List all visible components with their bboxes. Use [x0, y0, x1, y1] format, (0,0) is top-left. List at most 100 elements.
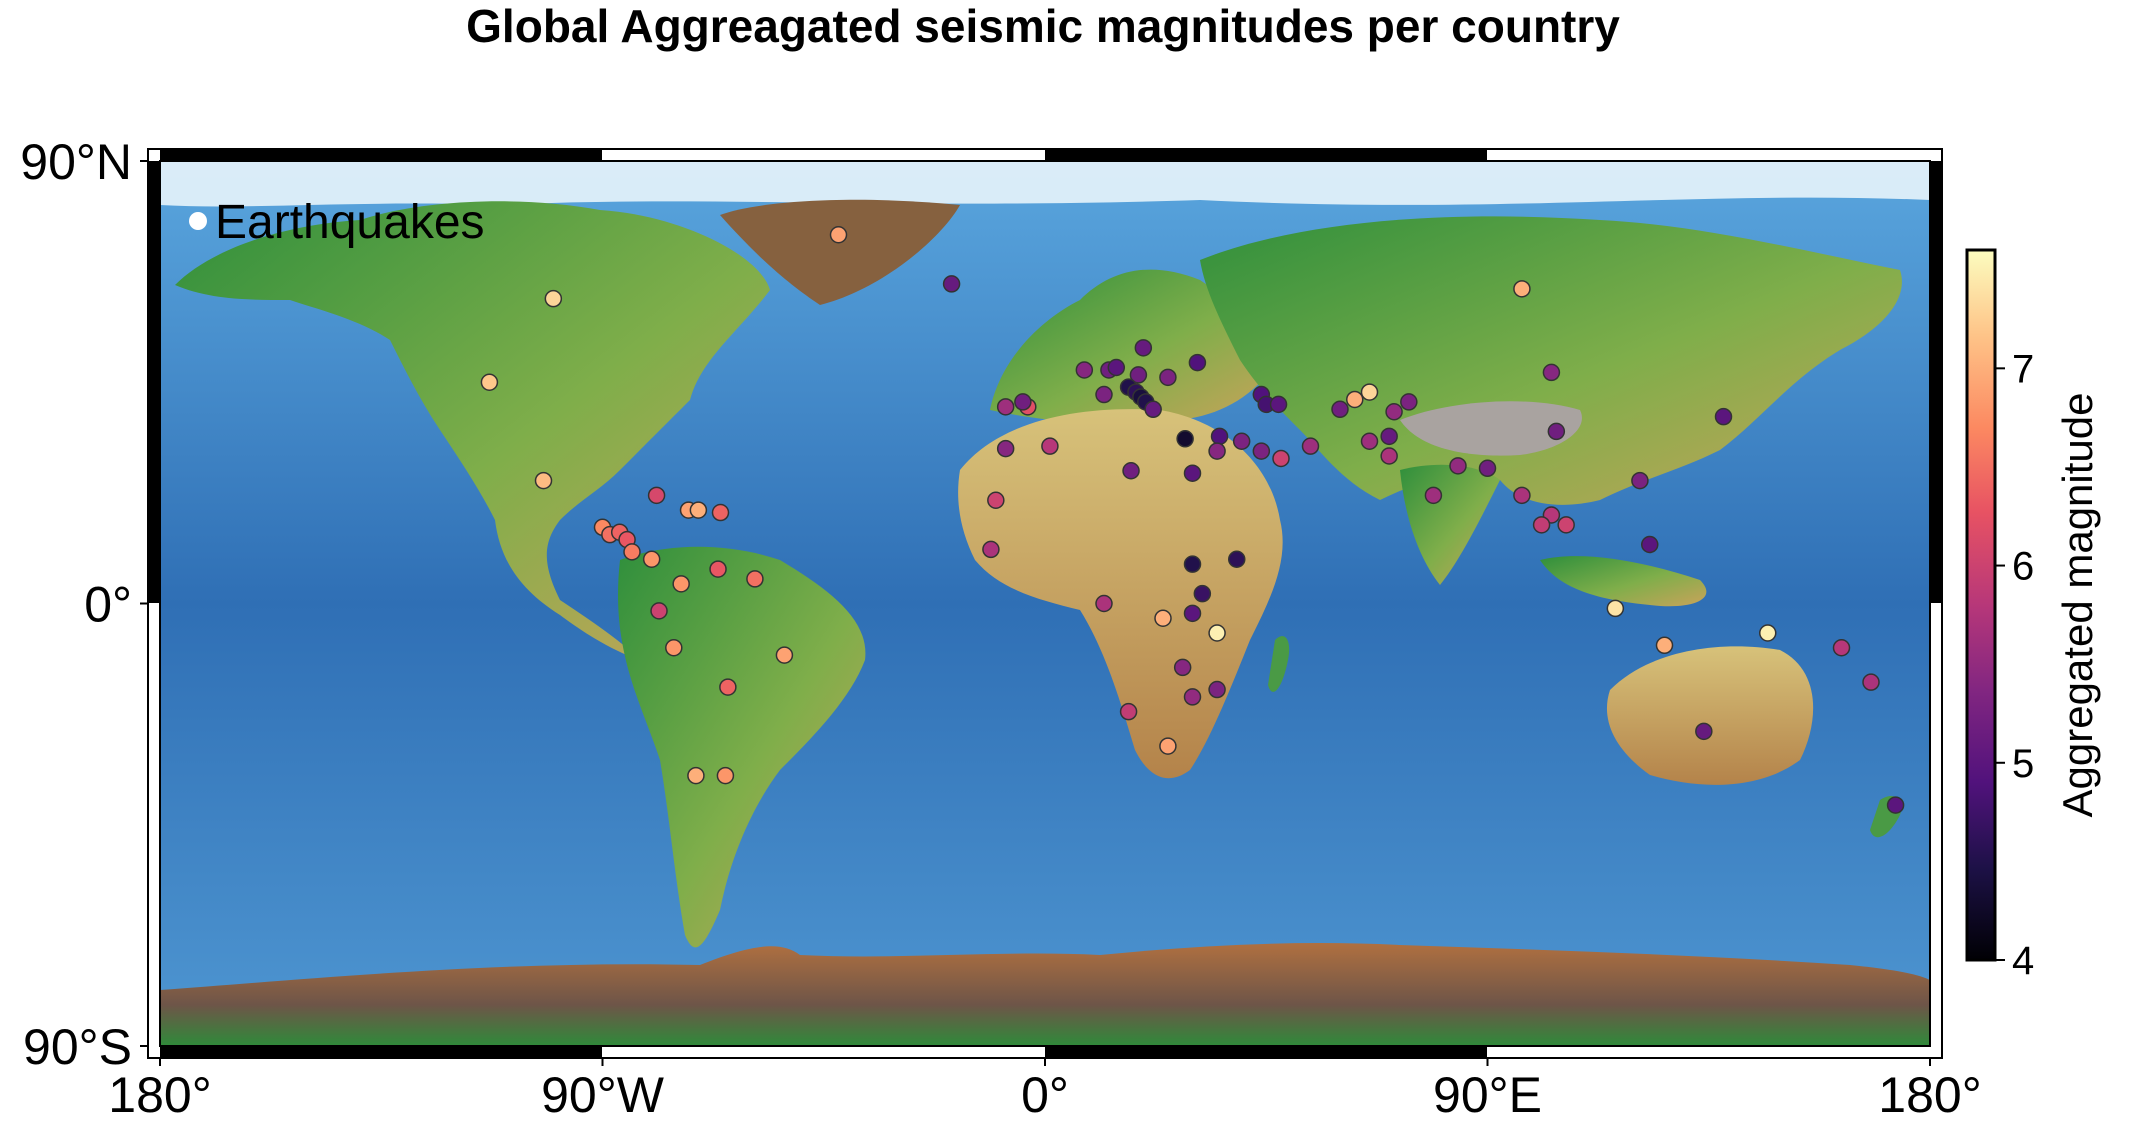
earthquake-point	[1183, 688, 1202, 706]
colorbar-ticks: 4 5 6 7	[1995, 347, 2034, 983]
earthquake-point	[1232, 432, 1251, 450]
earthquake-point	[1173, 658, 1192, 677]
x-tick-label: 0°	[1021, 1067, 1069, 1122]
map-title: Global Aggreagated seismic magnitudes pe…	[466, 0, 1620, 52]
earthquake-point	[534, 471, 553, 490]
earthquake-point	[1122, 462, 1140, 480]
earthquake-point	[1557, 516, 1575, 534]
earthquake-point	[1832, 639, 1851, 657]
earthquake-point	[1041, 437, 1059, 455]
earthquake-point	[1208, 442, 1226, 460]
earthquake-point	[1695, 722, 1713, 741]
earthquake-point	[1424, 486, 1443, 505]
earthquake-point	[1532, 516, 1551, 534]
earthquake-point	[672, 575, 690, 593]
earthquake-point	[982, 540, 1000, 559]
earthquake-point	[996, 439, 1015, 458]
earthquake-point	[1301, 437, 1320, 455]
earthquake-point	[1272, 449, 1290, 468]
north-america	[175, 201, 770, 661]
earthquake-point	[1346, 390, 1364, 409]
earthquake-point	[942, 275, 961, 293]
earthquake-point	[1513, 280, 1531, 298]
earthquake-point	[642, 550, 661, 568]
earthquake-point	[623, 543, 641, 561]
europe	[990, 269, 1270, 423]
colorbar-ramp	[1965, 248, 1997, 962]
earthquake-point	[1176, 430, 1194, 448]
earthquake-point	[1129, 366, 1148, 384]
earthquake-point	[1095, 385, 1113, 404]
map-background	[160, 161, 1930, 1046]
earthquake-points	[480, 226, 1905, 814]
earthquake-point	[1154, 609, 1172, 627]
x-tick-label: 90°W	[541, 1067, 665, 1122]
earthquake-point	[1119, 702, 1138, 721]
y-tick-label: 90°S	[23, 1019, 132, 1075]
earthquake-point	[1449, 457, 1467, 475]
earthquake-point	[1385, 403, 1403, 421]
earthquake-point	[687, 766, 705, 785]
earthquake-point	[1269, 395, 1288, 414]
earthquake-point	[1228, 550, 1246, 568]
earthquake-point	[1641, 535, 1659, 554]
earthquake-point	[1380, 447, 1398, 465]
earthquake-point	[1380, 427, 1398, 446]
australia	[1606, 646, 1814, 785]
earthquake-point	[711, 503, 730, 522]
colorbar-label: Aggregated magnitude	[2054, 393, 2101, 818]
legend: Earthquakes	[189, 196, 485, 249]
earthquake-point	[1134, 339, 1153, 357]
earthquake-point	[709, 560, 727, 578]
earthquake-point	[1360, 432, 1379, 450]
y-axis-ticks: 90°N 0° 90°S	[20, 134, 148, 1075]
earthquake-point	[1513, 486, 1531, 505]
antarctica	[160, 943, 1930, 1046]
earthquake-point	[987, 491, 1005, 509]
madagascar	[1268, 636, 1290, 692]
earthquake-point	[544, 289, 563, 308]
x-tick-label: 180°	[108, 1067, 211, 1122]
earthquake-point	[1252, 442, 1271, 460]
greenland	[720, 199, 960, 305]
earthquake-point	[1159, 368, 1177, 387]
earthquake-point	[1400, 393, 1418, 411]
earthquake-point	[1862, 673, 1880, 691]
earthquake-point	[996, 398, 1015, 416]
africa	[958, 409, 1283, 779]
earthquake-point	[1759, 624, 1777, 642]
earthquake-point	[716, 766, 735, 785]
earthquake-point	[1331, 400, 1349, 419]
colorbar-tick-label: 6	[2012, 545, 2034, 589]
earthquake-point	[1606, 599, 1625, 618]
colorbar-tick-label: 5	[2012, 742, 2034, 786]
earthquake-point	[647, 486, 666, 505]
earthquake-point	[1547, 422, 1566, 441]
earthquake-point	[1159, 737, 1177, 755]
earthquake-point	[689, 501, 708, 519]
earthquake-point	[746, 570, 764, 588]
earthquake-point	[1188, 353, 1207, 372]
earthquake-point	[829, 226, 848, 244]
tibet-plateau	[1400, 401, 1582, 456]
colorbar-tick-label: 7	[2012, 347, 2034, 391]
y-tick-label: 90°N	[20, 134, 132, 190]
earthquake-point	[1183, 555, 1202, 573]
earthquake-point	[1183, 604, 1202, 623]
earthquake-point	[1095, 594, 1113, 613]
earthquake-point	[1183, 464, 1202, 482]
earthquake-point	[1631, 471, 1649, 490]
earthquake-point	[775, 646, 794, 664]
earthquake-point	[1144, 400, 1162, 419]
arctic-ice	[160, 161, 1930, 207]
earthquake-point	[1208, 624, 1226, 642]
earthquake-point	[1208, 680, 1226, 699]
earthquake-point	[1886, 796, 1905, 814]
indonesia	[1540, 556, 1707, 607]
earthquake-point	[480, 373, 499, 391]
earthquake-point	[1478, 459, 1497, 478]
earthquake-point	[1193, 584, 1212, 603]
earthquake-point	[1107, 358, 1126, 377]
earthquake-point	[665, 639, 683, 657]
earthquake-point	[1360, 383, 1379, 401]
